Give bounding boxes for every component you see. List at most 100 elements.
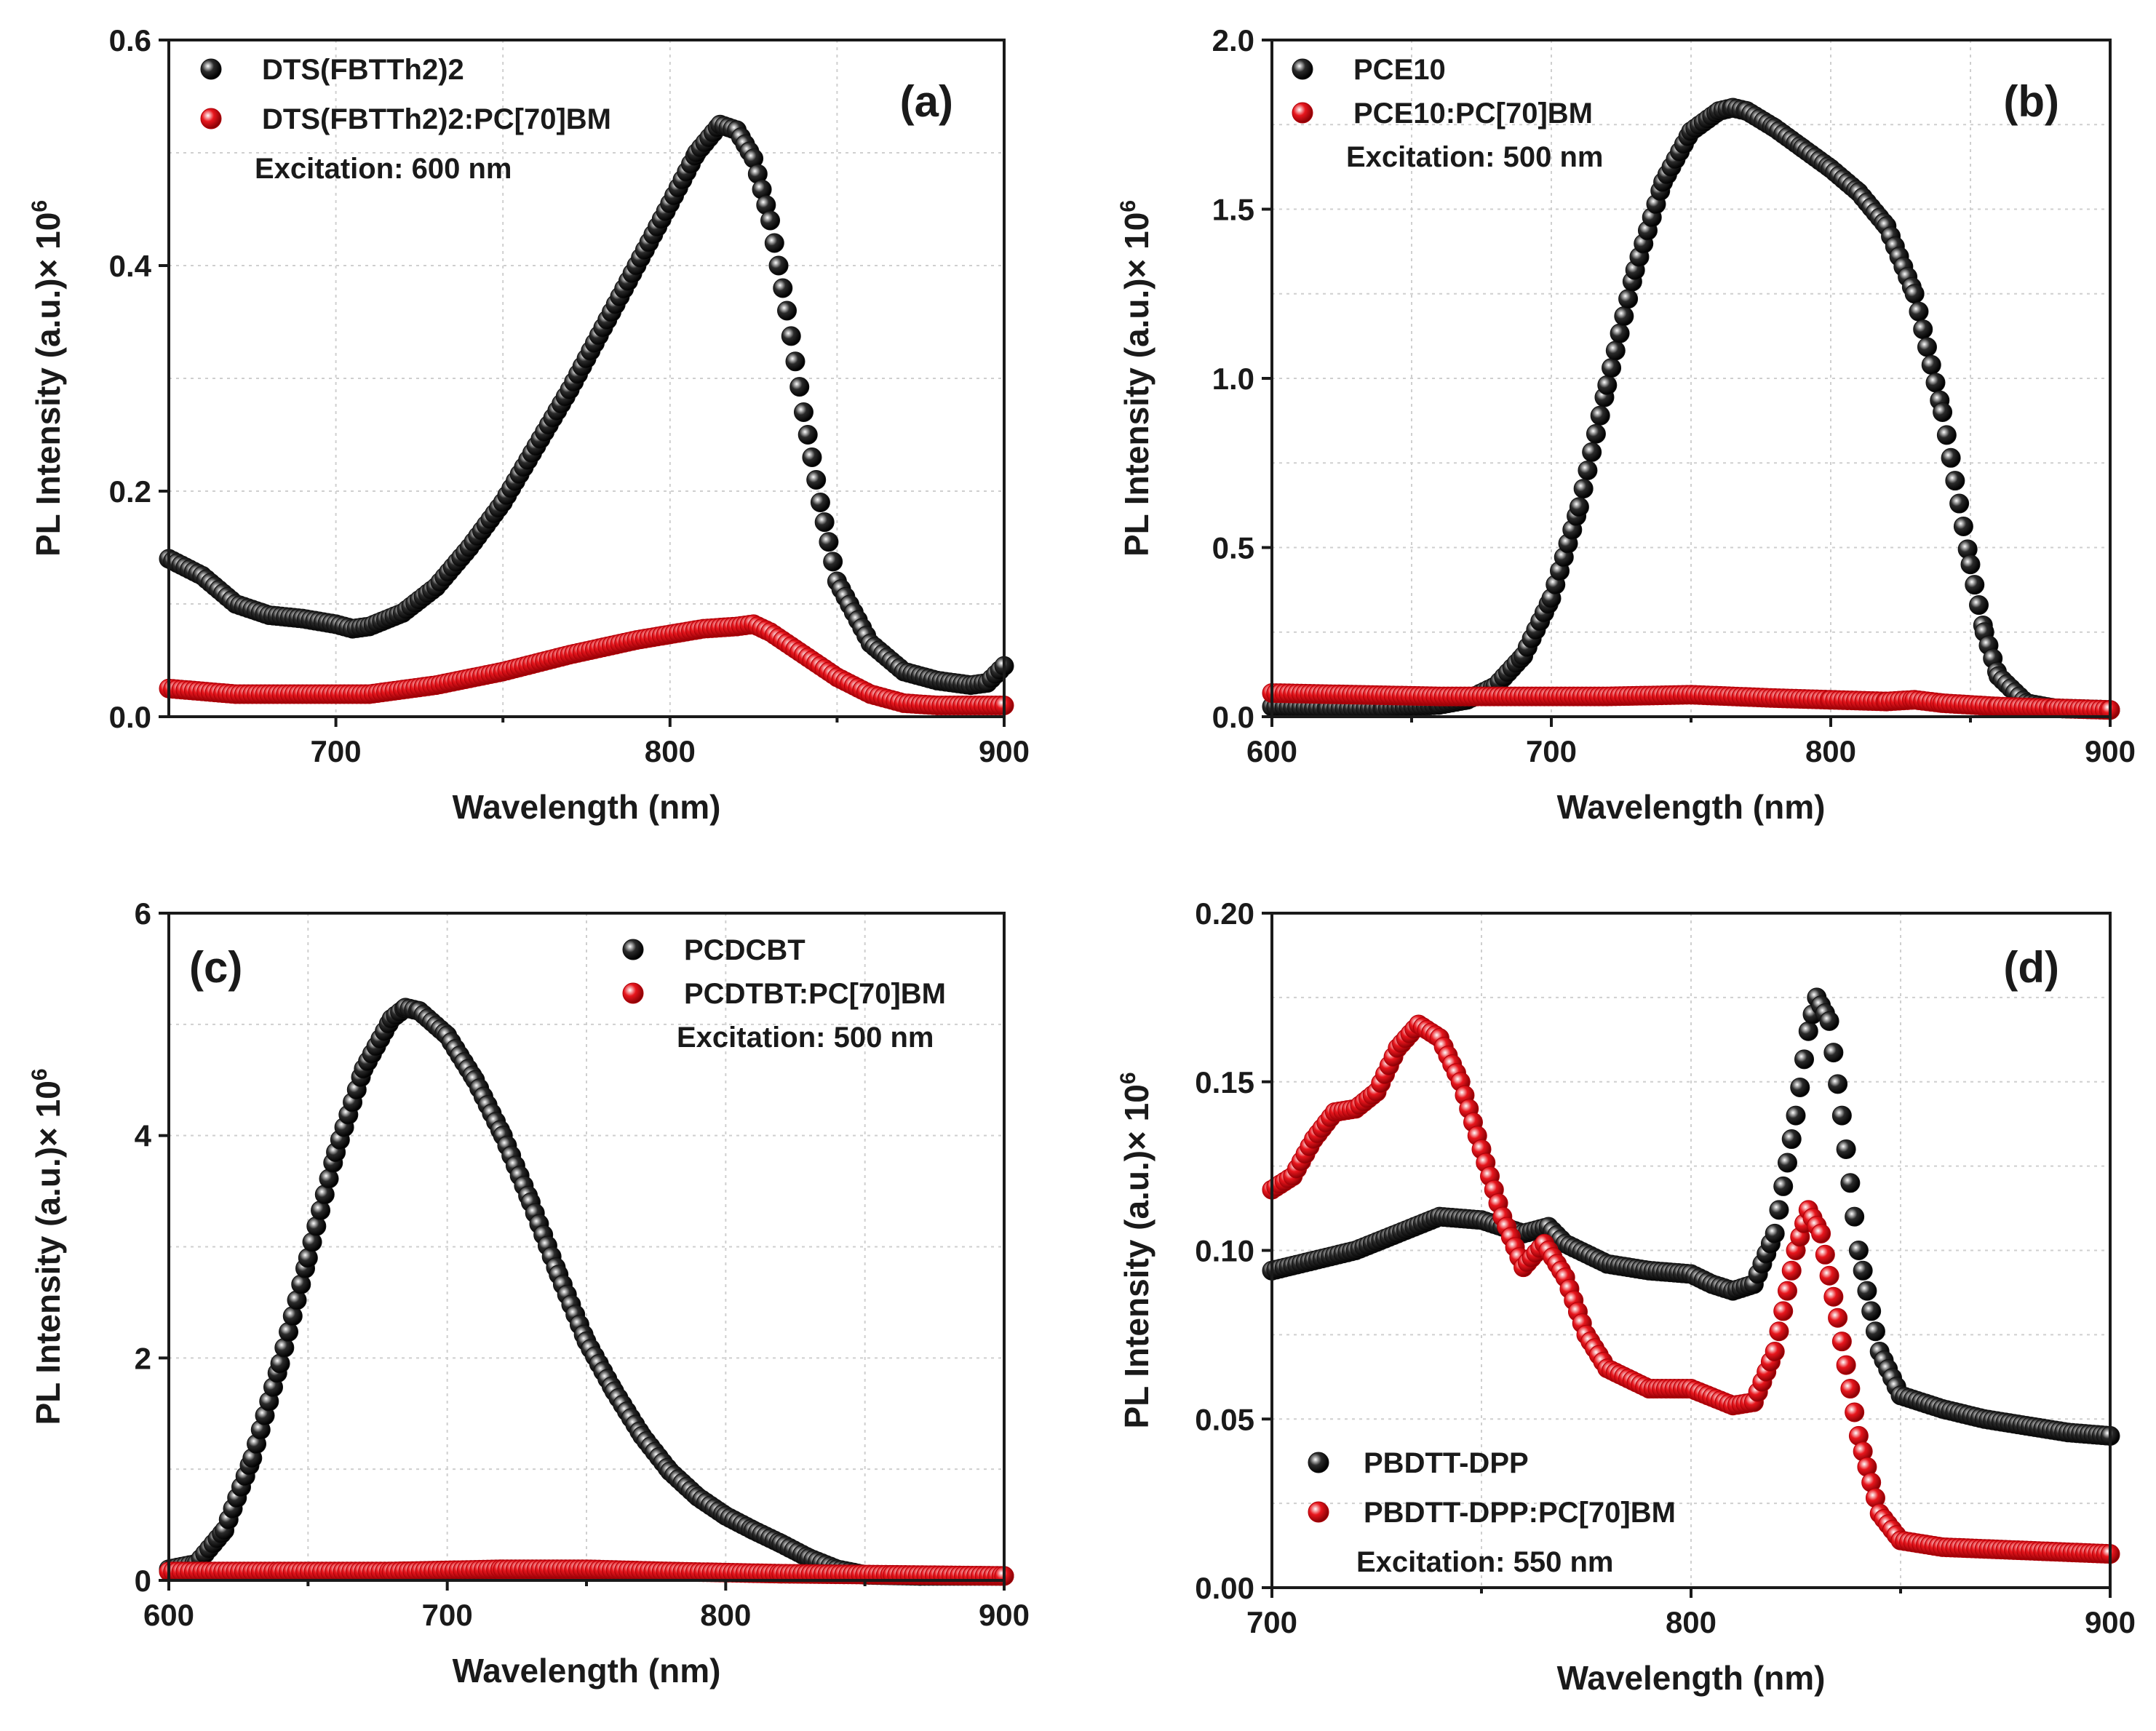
data-point (777, 301, 797, 321)
data-point (1794, 1049, 1815, 1070)
data-point (1815, 1244, 1835, 1265)
panel-label: (c) (189, 943, 242, 992)
legend-label: PCDTBT:PC[70]BM (684, 978, 946, 1010)
data-point (1831, 1332, 1852, 1352)
legend: PCDCBT PCDTBT:PC[70]BM Excitation: 500 nm (622, 934, 946, 1054)
data-point (1925, 373, 1946, 393)
data-point (1913, 319, 1933, 340)
y-tick-label: 0.0 (109, 700, 151, 734)
data-point (773, 278, 793, 298)
x-tick-label: 700 (1246, 1605, 1297, 1639)
data-point (1578, 460, 1598, 480)
chart-panel: 700 800 900 0.00 0.05 0.10 0.15 0.20 Wavelength … (1116, 896, 2136, 1697)
y-axis-title: PL Intensity (a.u.)× 106 (28, 1068, 67, 1425)
panel-label: (a) (900, 77, 953, 126)
legend-label: PBDTT-DPP:PC[70]BM (1364, 1497, 1676, 1529)
data-point (1773, 1301, 1794, 1321)
data-point (1614, 306, 1634, 326)
data-point (1921, 354, 1941, 375)
x-axis-title: Wavelength (nm) (1557, 1659, 1826, 1697)
data-point (1798, 1021, 1818, 1041)
data-point (1781, 1260, 1802, 1281)
series-red (159, 1559, 1014, 1586)
excitation-annotation: Excitation: 600 nm (255, 153, 512, 185)
data-point (1777, 1281, 1797, 1301)
legend-label: PCDCBT (684, 934, 805, 966)
x-tick-label: 600 (1246, 734, 1297, 768)
data-point (1769, 1200, 1789, 1220)
y-tick-label: 0.05 (1195, 1402, 1254, 1436)
data-point (1765, 1223, 1785, 1243)
data-point (1845, 1402, 1865, 1422)
legend-marker (200, 108, 222, 130)
data-point (1904, 284, 1925, 304)
series-red (1262, 683, 2120, 720)
data-point (1590, 405, 1610, 426)
data-point (785, 351, 805, 372)
y-tick-label: 0.6 (109, 23, 151, 57)
data-point (1949, 493, 1970, 514)
data-point (1769, 1321, 1789, 1342)
data-point (1610, 323, 1630, 343)
legend-label: DTS(FBTTh2)2 (262, 54, 464, 86)
y-tick-label: 2 (135, 1341, 151, 1375)
data-point (1823, 1043, 1844, 1063)
legend-label: PCE10 (1353, 54, 1446, 86)
data-point (1819, 1265, 1839, 1286)
data-point (823, 552, 843, 572)
data-point (1969, 595, 1989, 616)
y-tick-label: 0 (135, 1564, 151, 1598)
chart-panel: 600 700 800 900 0 2 4 6 Wavelength (nm) PL Intens… (28, 896, 1030, 1690)
series-red (159, 614, 1014, 715)
data-point (1618, 289, 1639, 309)
data-point (789, 377, 810, 397)
data-point (1836, 1355, 1856, 1375)
data-point (806, 470, 827, 490)
y-tick-label: 1.5 (1212, 193, 1254, 227)
y-tick-label: 0.15 (1195, 1065, 1254, 1099)
data-point (1597, 375, 1618, 395)
legend-marker (1308, 1501, 1329, 1523)
y-tick-label: 6 (135, 896, 151, 931)
x-tick-label: 700 (422, 1598, 473, 1632)
data-point (1853, 1260, 1873, 1281)
excitation-annotation: Excitation: 550 nm (1356, 1546, 1613, 1578)
excitation-annotation: Excitation: 500 nm (1346, 141, 1603, 173)
data-point (1823, 1286, 1844, 1307)
data-point (1865, 1321, 1885, 1342)
y-axis-title: PL Intensity (a.u.)× 106 (1116, 200, 1155, 557)
data-point (1933, 402, 1953, 422)
data-point (1917, 337, 1937, 357)
legend-marker (622, 982, 644, 1004)
data-point (760, 210, 781, 231)
series-red (1262, 1014, 2120, 1564)
data-point (1828, 1074, 1848, 1094)
y-tick-label: 4 (135, 1119, 152, 1153)
data-point (1582, 442, 1602, 462)
data-point (1945, 471, 1965, 491)
data-point (1828, 1308, 1848, 1328)
legend-marker (1292, 58, 1313, 80)
y-tick-label: 0.20 (1195, 896, 1254, 931)
data-point (1765, 1342, 1785, 1362)
data-point (1569, 497, 1589, 517)
data-point (768, 255, 789, 276)
data-point (1831, 1105, 1852, 1126)
data-point (1573, 479, 1594, 499)
data-point (1811, 1223, 1831, 1243)
x-tick-label: 600 (143, 1598, 194, 1632)
y-tick-label: 0.10 (1195, 1234, 1254, 1268)
y-tick-label: 2.0 (1212, 23, 1254, 57)
series-black (1262, 98, 2120, 720)
series-black (159, 114, 1014, 696)
legend: DTS(FBTTh2)2 DTS(FBTTh2)2:PC[70]BM Excitat… (200, 54, 611, 185)
data-point (1861, 1301, 1882, 1321)
data-point (819, 532, 839, 552)
data-point (1773, 1176, 1794, 1196)
plot-frame (167, 39, 1006, 718)
data-point (1960, 554, 1981, 575)
x-tick-label: 800 (645, 734, 696, 768)
panel-label: (d) (2003, 943, 2059, 992)
data-point (1909, 301, 1929, 322)
